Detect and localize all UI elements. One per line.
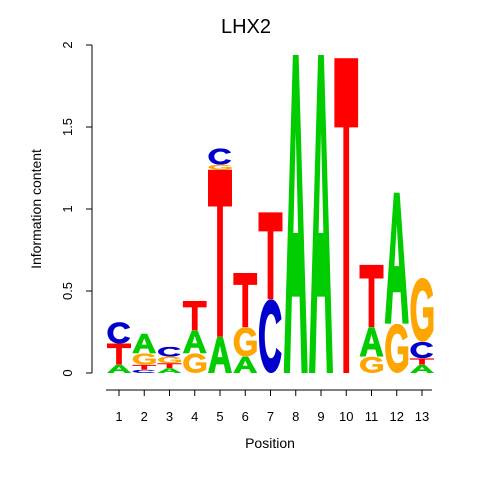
letter-G-pos-13 [410,277,434,342]
letter-T-pos-4 [182,300,207,331]
letter-G-pos-5 [208,164,232,170]
x-tick-label: 8 [292,409,299,424]
letter-stacks [107,54,434,374]
letter-G-pos-12 [385,323,409,373]
x-tick-label: 4 [191,409,198,424]
x-axis: 1 2 3 4 5 6 7 8 9 10 11 12 13 [106,389,432,424]
letter-T-pos-3 [157,363,182,369]
x-tick-label: 3 [166,409,173,424]
letter-T-pos-7 [258,212,283,300]
y-tick-label: 0.5 [60,282,75,300]
x-tick-label: 2 [141,409,148,424]
letter-T-pos-11 [359,264,384,328]
y-axis-label: Information content [28,149,44,269]
x-tick-label: 9 [317,409,324,424]
letter-C-pos-3 [157,346,181,357]
x-tick-label: 13 [415,409,429,424]
x-axis-label: Position [245,435,295,451]
letter-A-pos-5 [208,336,232,373]
letter-C-pos-1 [107,322,131,344]
y-tick-label: 1.5 [60,118,75,136]
y-tick-label: 0 [60,369,75,376]
letter-T-pos-6 [233,272,258,328]
letter-C-pos-7 [258,299,282,373]
x-tick-label: 1 [115,409,122,424]
letter-C-pos-2 [132,369,156,373]
letter-A-pos-3 [157,368,182,373]
letter-T-pos-1 [107,343,131,365]
y-axis: 0 0.5 1 1.5 2 [60,41,93,377]
x-tick-label: 6 [242,409,249,424]
y-ticks: 0 0.5 1 1.5 2 [60,41,92,377]
letter-A-pos-12 [384,192,409,324]
letter-G-pos-6 [233,327,257,357]
letter-T-pos-5 [208,169,232,337]
letter-T-pos-2 [132,364,157,370]
letter-G-pos-4 [183,353,207,373]
letter-A-pos-1 [107,364,131,373]
letter-T-pos-10 [334,58,359,374]
x-tick-label: 11 [365,409,379,424]
y-tick-label: 1 [60,205,75,212]
letter-G-pos-11 [359,356,384,373]
chart-title: LHX2 [221,16,271,38]
x-tick-label: 10 [339,409,353,424]
letter-T-pos-13 [410,358,434,365]
y-tick-label: 2 [60,41,75,48]
x-tick-label: 12 [390,409,404,424]
letter-C-pos-13 [410,341,434,359]
letter-A-pos-2 [132,333,157,354]
x-ticks: 1 2 3 4 5 6 7 8 9 10 11 12 13 [115,390,429,424]
letter-G-pos-3 [157,356,182,364]
letter-G-pos-2 [132,353,156,365]
letter-A-pos-11 [359,327,384,357]
letter-A-pos-6 [233,356,258,373]
letter-A-pos-9 [309,54,333,374]
letter-C-pos-5 [208,148,232,165]
letter-A-pos-4 [182,330,207,354]
letter-A-pos-8 [283,54,308,374]
x-tick-label: 5 [216,409,223,424]
x-tick-label: 7 [267,409,274,424]
letter-A-pos-13 [410,364,434,373]
